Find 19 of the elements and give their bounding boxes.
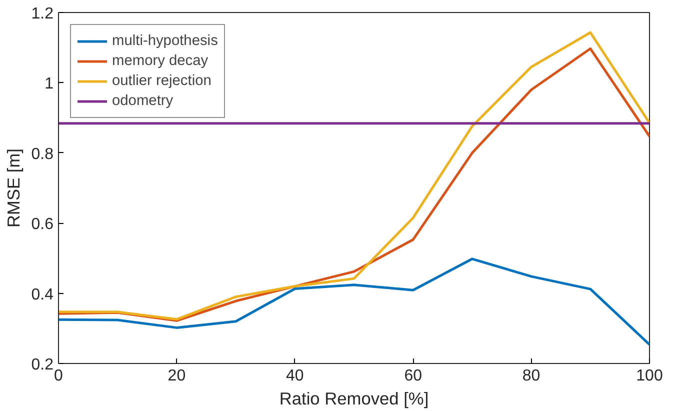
x-axis-title: Ratio Removed [%]: [279, 388, 429, 408]
y-tick-label: 0.8: [31, 146, 54, 163]
y-tick-label: 0.2: [31, 356, 54, 374]
x-tick-label: 40: [286, 368, 304, 384]
y-tick-label: 1: [44, 76, 54, 93]
legend-label: odometry: [112, 93, 174, 109]
x-tick-label: 80: [522, 368, 540, 384]
x-tick-label: 100: [636, 368, 663, 384]
y-tick-label: 1.2: [31, 6, 54, 22]
y-tick-label: 0.6: [31, 216, 54, 234]
x-tick-label: 20: [168, 368, 186, 384]
y-tick-label: 0.4: [31, 286, 54, 304]
legend-label: outlier rejection: [112, 73, 212, 89]
legend-label: memory decay: [112, 53, 208, 69]
legend-label: multi-hypothesis: [112, 33, 218, 49]
line-series: [58, 258, 650, 346]
x-tick-label: 60: [404, 368, 422, 384]
x-tick-label: 0: [54, 368, 64, 384]
y-axis-title: RMSE [m]: [3, 148, 24, 228]
